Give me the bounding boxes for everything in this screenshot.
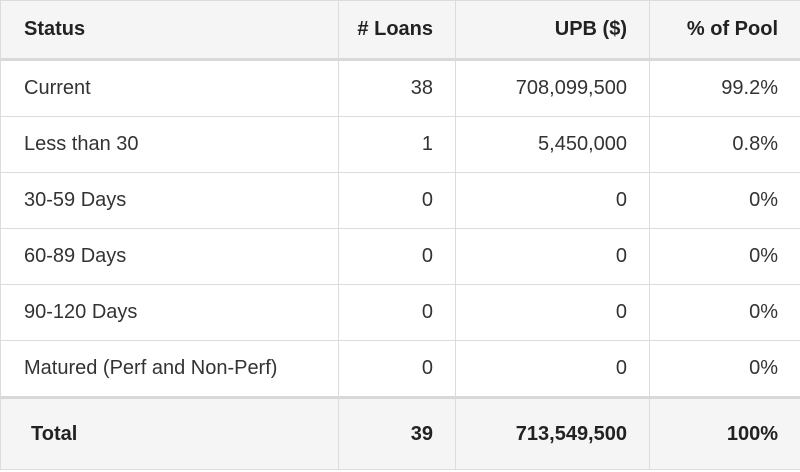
table-header: Status # Loans UPB ($) % of Pool (0, 0, 800, 61)
cell-loans: 0 (338, 228, 456, 285)
table-row: 60-89 Days 0 0 0% (0, 228, 800, 285)
cell-pct: 0% (649, 340, 800, 398)
table-row: 90-120 Days 0 0 0% (0, 284, 800, 341)
cell-status: Current (0, 59, 339, 117)
header-pct-pool: % of Pool (649, 0, 800, 61)
table-body: Current 38 708,099,500 99.2% Less than 3… (0, 59, 800, 398)
table-row: Current 38 708,099,500 99.2% (0, 59, 800, 117)
cell-pct: 0.8% (649, 116, 800, 173)
cell-upb: 708,099,500 (455, 59, 650, 117)
cell-status: Less than 30 (0, 116, 339, 173)
cell-pct: 0% (649, 228, 800, 285)
cell-status: 60-89 Days (0, 228, 339, 285)
cell-upb: 0 (455, 340, 650, 398)
table-footer: Total 39 713,549,500 100% (0, 396, 800, 470)
header-row: Status # Loans UPB ($) % of Pool (0, 0, 800, 61)
cell-upb: 0 (455, 172, 650, 229)
table-row: 30-59 Days 0 0 0% (0, 172, 800, 229)
cell-status: 90-120 Days (0, 284, 339, 341)
cell-loans: 0 (338, 284, 456, 341)
cell-loans: 1 (338, 116, 456, 173)
cell-pct: 99.2% (649, 59, 800, 117)
header-status: Status (0, 0, 339, 61)
total-pct: 100% (649, 396, 800, 470)
table-row: Less than 30 1 5,450,000 0.8% (0, 116, 800, 173)
cell-upb: 0 (455, 284, 650, 341)
cell-upb: 5,450,000 (455, 116, 650, 173)
cell-loans: 38 (338, 59, 456, 117)
header-upb: UPB ($) (455, 0, 650, 61)
cell-pct: 0% (649, 172, 800, 229)
header-loans: # Loans (338, 0, 456, 61)
total-status: Total (0, 396, 339, 470)
cell-status: Matured (Perf and Non-Perf) (0, 340, 339, 398)
table-row: Matured (Perf and Non-Perf) 0 0 0% (0, 340, 800, 398)
cell-loans: 0 (338, 340, 456, 398)
total-upb: 713,549,500 (455, 396, 650, 470)
cell-loans: 0 (338, 172, 456, 229)
total-loans: 39 (338, 396, 456, 470)
cell-status: 30-59 Days (0, 172, 339, 229)
total-row: Total 39 713,549,500 100% (0, 396, 800, 470)
cell-pct: 0% (649, 284, 800, 341)
cell-upb: 0 (455, 228, 650, 285)
